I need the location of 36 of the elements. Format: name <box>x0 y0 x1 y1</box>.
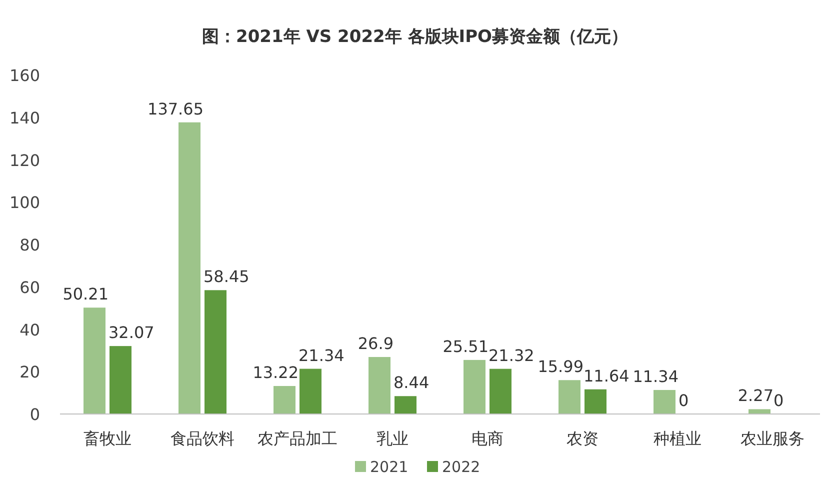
data-label: 15.99 <box>538 357 584 376</box>
x-tick-label: 农产品加工 <box>258 429 338 448</box>
x-tick-label: 乳业 <box>376 429 408 448</box>
y-tick-label: 60 <box>20 278 40 297</box>
x-tick-label: 农资 <box>566 429 598 448</box>
x-tick-label: 电商 <box>472 429 504 448</box>
data-label: 21.32 <box>488 346 534 365</box>
y-tick-label: 0 <box>30 405 40 424</box>
data-label: 0 <box>774 391 784 410</box>
data-label: 26.9 <box>358 334 394 354</box>
y-tick-label: 120 <box>9 150 40 170</box>
data-label: 32.07 <box>108 323 154 342</box>
data-label: 11.64 <box>584 366 630 386</box>
legend-label: 2022 <box>442 458 480 476</box>
x-tick-label: 农业服务 <box>740 429 804 448</box>
data-label: 11.34 <box>632 366 678 386</box>
data-label: 50.21 <box>62 284 108 304</box>
data-label: 2.27 <box>738 386 774 406</box>
data-label: 21.34 <box>298 346 344 365</box>
data-label: 137.65 <box>148 99 204 118</box>
y-tick-label: 40 <box>20 320 40 340</box>
data-label: 0 <box>678 391 689 410</box>
y-tick-label: 140 <box>9 108 40 128</box>
data-label: 58.45 <box>204 267 250 286</box>
y-tick-label: 100 <box>9 193 40 212</box>
x-tick-label: 畜牧业 <box>84 429 132 448</box>
data-label: 25.51 <box>442 336 488 356</box>
y-tick-label: 80 <box>20 236 40 254</box>
y-tick-label: 20 <box>20 362 40 382</box>
x-tick-label: 食品饮料 <box>170 429 234 448</box>
data-label: 13.22 <box>252 362 298 382</box>
data-label: 8.44 <box>394 373 430 392</box>
x-tick-label: 种植业 <box>654 429 702 448</box>
title: 图：2021年 VS 2022年 各版块IPO募资金额（亿元） <box>202 27 628 47</box>
legend-label: 2021 <box>370 458 408 476</box>
y-tick-label: 160 <box>9 66 40 85</box>
